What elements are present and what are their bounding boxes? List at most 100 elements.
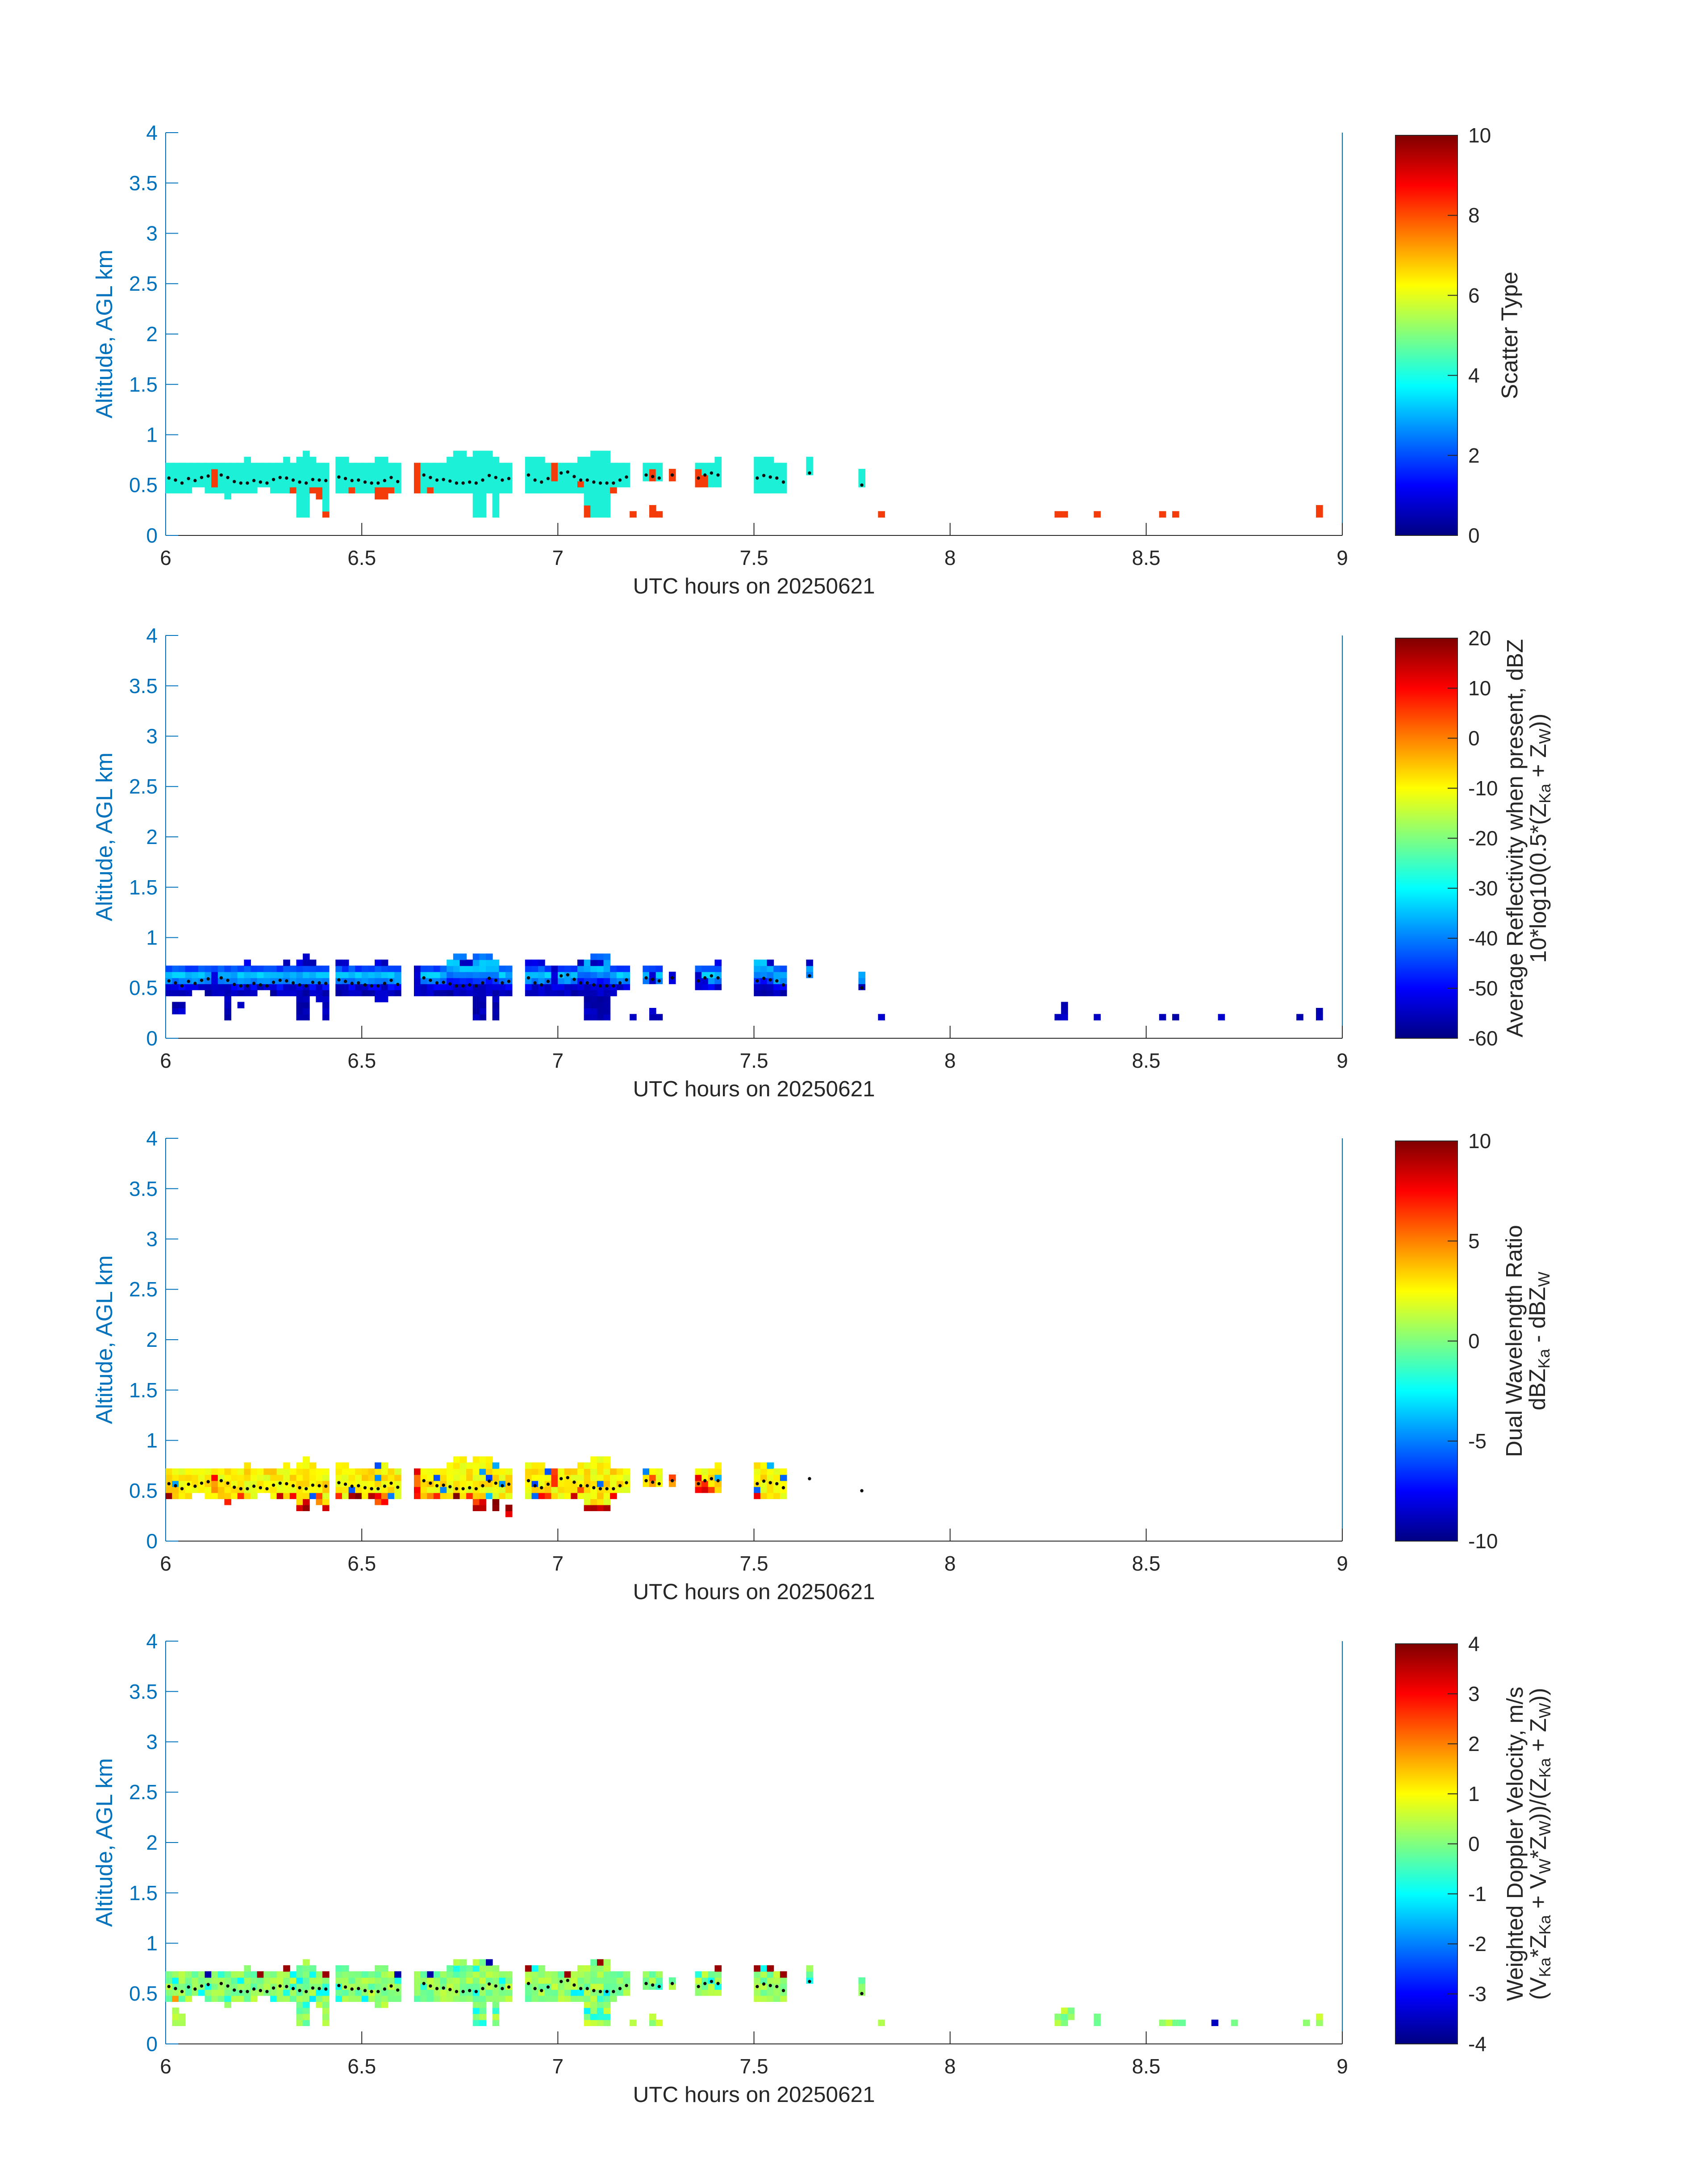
svg-text:2: 2 [146,1328,158,1351]
svg-text:-1: -1 [1468,1882,1487,1905]
svg-text:2: 2 [1468,444,1480,467]
svg-text:-2: -2 [1468,1932,1487,1956]
svg-text:7: 7 [552,546,564,569]
svg-text:Dual Wavelength Ratio: Dual Wavelength Ratio [1501,1225,1527,1457]
svg-text:6: 6 [160,546,171,569]
svg-text:8: 8 [1468,204,1480,227]
svg-text:9: 9 [1336,1049,1348,1072]
svg-text:0: 0 [146,1027,158,1050]
svg-text:7: 7 [552,1552,564,1575]
svg-text:Scatter Type: Scatter Type [1497,272,1522,399]
svg-text:9: 9 [1336,546,1348,569]
svg-text:-4: -4 [1468,2032,1487,2056]
svg-text:1: 1 [146,423,158,447]
svg-text:8.5: 8.5 [1132,2055,1161,2078]
svg-text:1: 1 [1468,1782,1480,1805]
svg-text:2: 2 [146,1831,158,1854]
svg-text:3.5: 3.5 [129,171,158,195]
svg-text:10: 10 [1468,124,1491,147]
svg-text:0: 0 [146,1529,158,1553]
svg-text:4: 4 [146,121,158,144]
svg-text:0: 0 [1468,1329,1480,1353]
svg-text:7: 7 [552,2055,564,2078]
svg-text:3: 3 [146,222,158,245]
svg-text:2.5: 2.5 [129,272,158,295]
svg-text:6.5: 6.5 [347,2055,376,2078]
svg-text:Altitude, AGL km: Altitude, AGL km [92,1255,117,1424]
svg-text:0.5: 0.5 [129,976,158,999]
svg-text:1.5: 1.5 [129,1881,158,1905]
svg-text:4: 4 [146,1127,158,1150]
svg-text:Altitude, AGL km: Altitude, AGL km [92,1758,117,1927]
svg-text:UTC hours on 20250621: UTC hours on 20250621 [633,2082,875,2107]
svg-text:7.5: 7.5 [740,1552,768,1575]
svg-text:3: 3 [1468,1682,1480,1705]
svg-text:7: 7 [552,1049,564,1072]
svg-text:4: 4 [146,1630,158,1653]
svg-text:UTC hours on 20250621: UTC hours on 20250621 [633,1077,875,1101]
svg-text:0: 0 [1468,1832,1480,1855]
svg-text:-5: -5 [1468,1429,1487,1453]
svg-text:-10: -10 [1468,1529,1498,1553]
svg-text:(VKa*ZKa + VW*ZW))/(ZKa + ZW)): (VKa*ZKa + VW*ZW))/(ZKa + ZW)) [1525,1688,1554,2000]
svg-text:Altitude, AGL km: Altitude, AGL km [92,752,117,921]
svg-text:8: 8 [944,546,956,569]
svg-text:0: 0 [1468,727,1480,750]
svg-text:2.5: 2.5 [129,775,158,798]
svg-text:3: 3 [146,1730,158,1754]
svg-text:10*log10(0.5*(ZKa + ZW)): 10*log10(0.5*(ZKa + ZW)) [1525,714,1554,963]
svg-text:0.5: 0.5 [129,1982,158,2005]
svg-text:0.5: 0.5 [129,1479,158,1502]
svg-text:6: 6 [160,2055,171,2078]
svg-text:3: 3 [146,725,158,748]
svg-text:Weighted Doppler Velocity, m/s: Weighted Doppler Velocity, m/s [1502,1687,1528,2001]
svg-text:20: 20 [1468,627,1491,650]
svg-text:2.5: 2.5 [129,1278,158,1301]
svg-text:8: 8 [944,1049,956,1072]
svg-text:0: 0 [146,524,158,547]
svg-text:7.5: 7.5 [740,1049,768,1072]
svg-text:UTC hours on 20250621: UTC hours on 20250621 [633,1579,875,1604]
svg-text:0: 0 [1468,524,1480,547]
svg-text:-20: -20 [1468,827,1498,850]
svg-text:8.5: 8.5 [1132,1552,1161,1575]
svg-text:6.5: 6.5 [347,1552,376,1575]
svg-text:2: 2 [1468,1732,1480,1755]
svg-text:dBZKa - dBZW: dBZKa - dBZW [1524,1272,1553,1410]
svg-text:7.5: 7.5 [740,546,768,569]
svg-text:6: 6 [160,1552,171,1575]
svg-text:0: 0 [146,2032,158,2056]
svg-text:1: 1 [146,926,158,949]
svg-text:3.5: 3.5 [129,1177,158,1200]
svg-text:2.5: 2.5 [129,1780,158,1804]
svg-text:6: 6 [1468,284,1480,307]
svg-text:Average Reflectivity when pres: Average Reflectivity when present, dBZ [1502,639,1528,1037]
svg-text:1: 1 [146,1932,158,1955]
svg-text:10: 10 [1468,677,1491,700]
svg-text:8.5: 8.5 [1132,1049,1161,1072]
svg-text:4: 4 [1468,364,1480,387]
svg-text:9: 9 [1336,2055,1348,2078]
svg-text:6.5: 6.5 [347,1049,376,1072]
svg-text:3: 3 [146,1228,158,1251]
svg-text:Altitude, AGL km: Altitude, AGL km [92,250,117,418]
svg-text:UTC hours on 20250621: UTC hours on 20250621 [633,574,875,598]
svg-text:3.5: 3.5 [129,674,158,698]
svg-text:8: 8 [944,1552,956,1575]
svg-text:1.5: 1.5 [129,1379,158,1402]
svg-text:2: 2 [146,825,158,848]
svg-text:8.5: 8.5 [1132,546,1161,569]
svg-text:1.5: 1.5 [129,373,158,396]
svg-text:-50: -50 [1468,977,1498,1000]
svg-text:1.5: 1.5 [129,876,158,899]
svg-text:-30: -30 [1468,877,1498,900]
svg-text:-10: -10 [1468,777,1498,800]
svg-text:2: 2 [146,322,158,346]
svg-text:4: 4 [1468,1632,1480,1655]
svg-text:1: 1 [146,1429,158,1452]
svg-text:-60: -60 [1468,1027,1498,1050]
svg-text:6: 6 [160,1049,171,1072]
svg-text:0.5: 0.5 [129,473,158,497]
svg-text:5: 5 [1468,1229,1480,1253]
svg-text:6.5: 6.5 [347,546,376,569]
